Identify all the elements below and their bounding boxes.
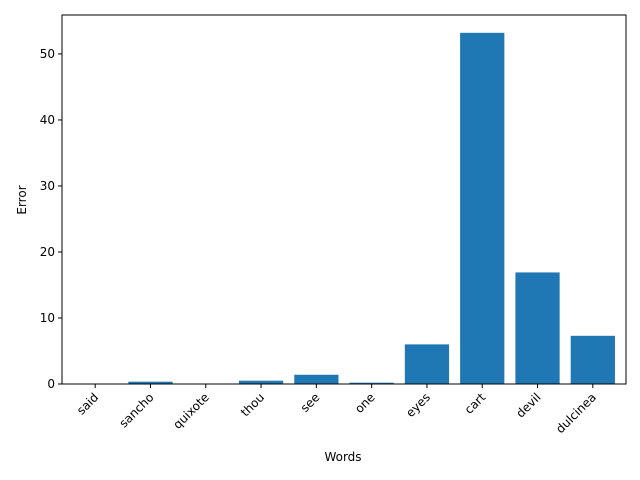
y-tick-label-40: 40 bbox=[40, 113, 55, 127]
y-tick-label-30: 30 bbox=[40, 179, 55, 193]
y-tick-label-0: 0 bbox=[47, 377, 55, 391]
y-axis: 0 10 20 30 40 50 bbox=[40, 47, 62, 391]
bar-devil bbox=[515, 272, 560, 384]
bar-sancho bbox=[128, 381, 173, 384]
y-tick-label-20: 20 bbox=[40, 245, 55, 259]
bar-dulcinea bbox=[570, 335, 615, 384]
bar-cart bbox=[460, 32, 505, 384]
bar-see bbox=[294, 374, 339, 384]
plot-frame bbox=[61, 14, 627, 385]
y-axis-label: Error bbox=[15, 185, 29, 214]
x-axis-label: Words bbox=[324, 450, 361, 464]
bar-thou bbox=[238, 380, 284, 384]
y-tick-label-10: 10 bbox=[40, 311, 55, 325]
bar-one bbox=[349, 382, 394, 384]
bars-group bbox=[73, 32, 615, 384]
y-tick-label-50: 50 bbox=[40, 47, 55, 61]
bar-eyes bbox=[404, 344, 450, 384]
